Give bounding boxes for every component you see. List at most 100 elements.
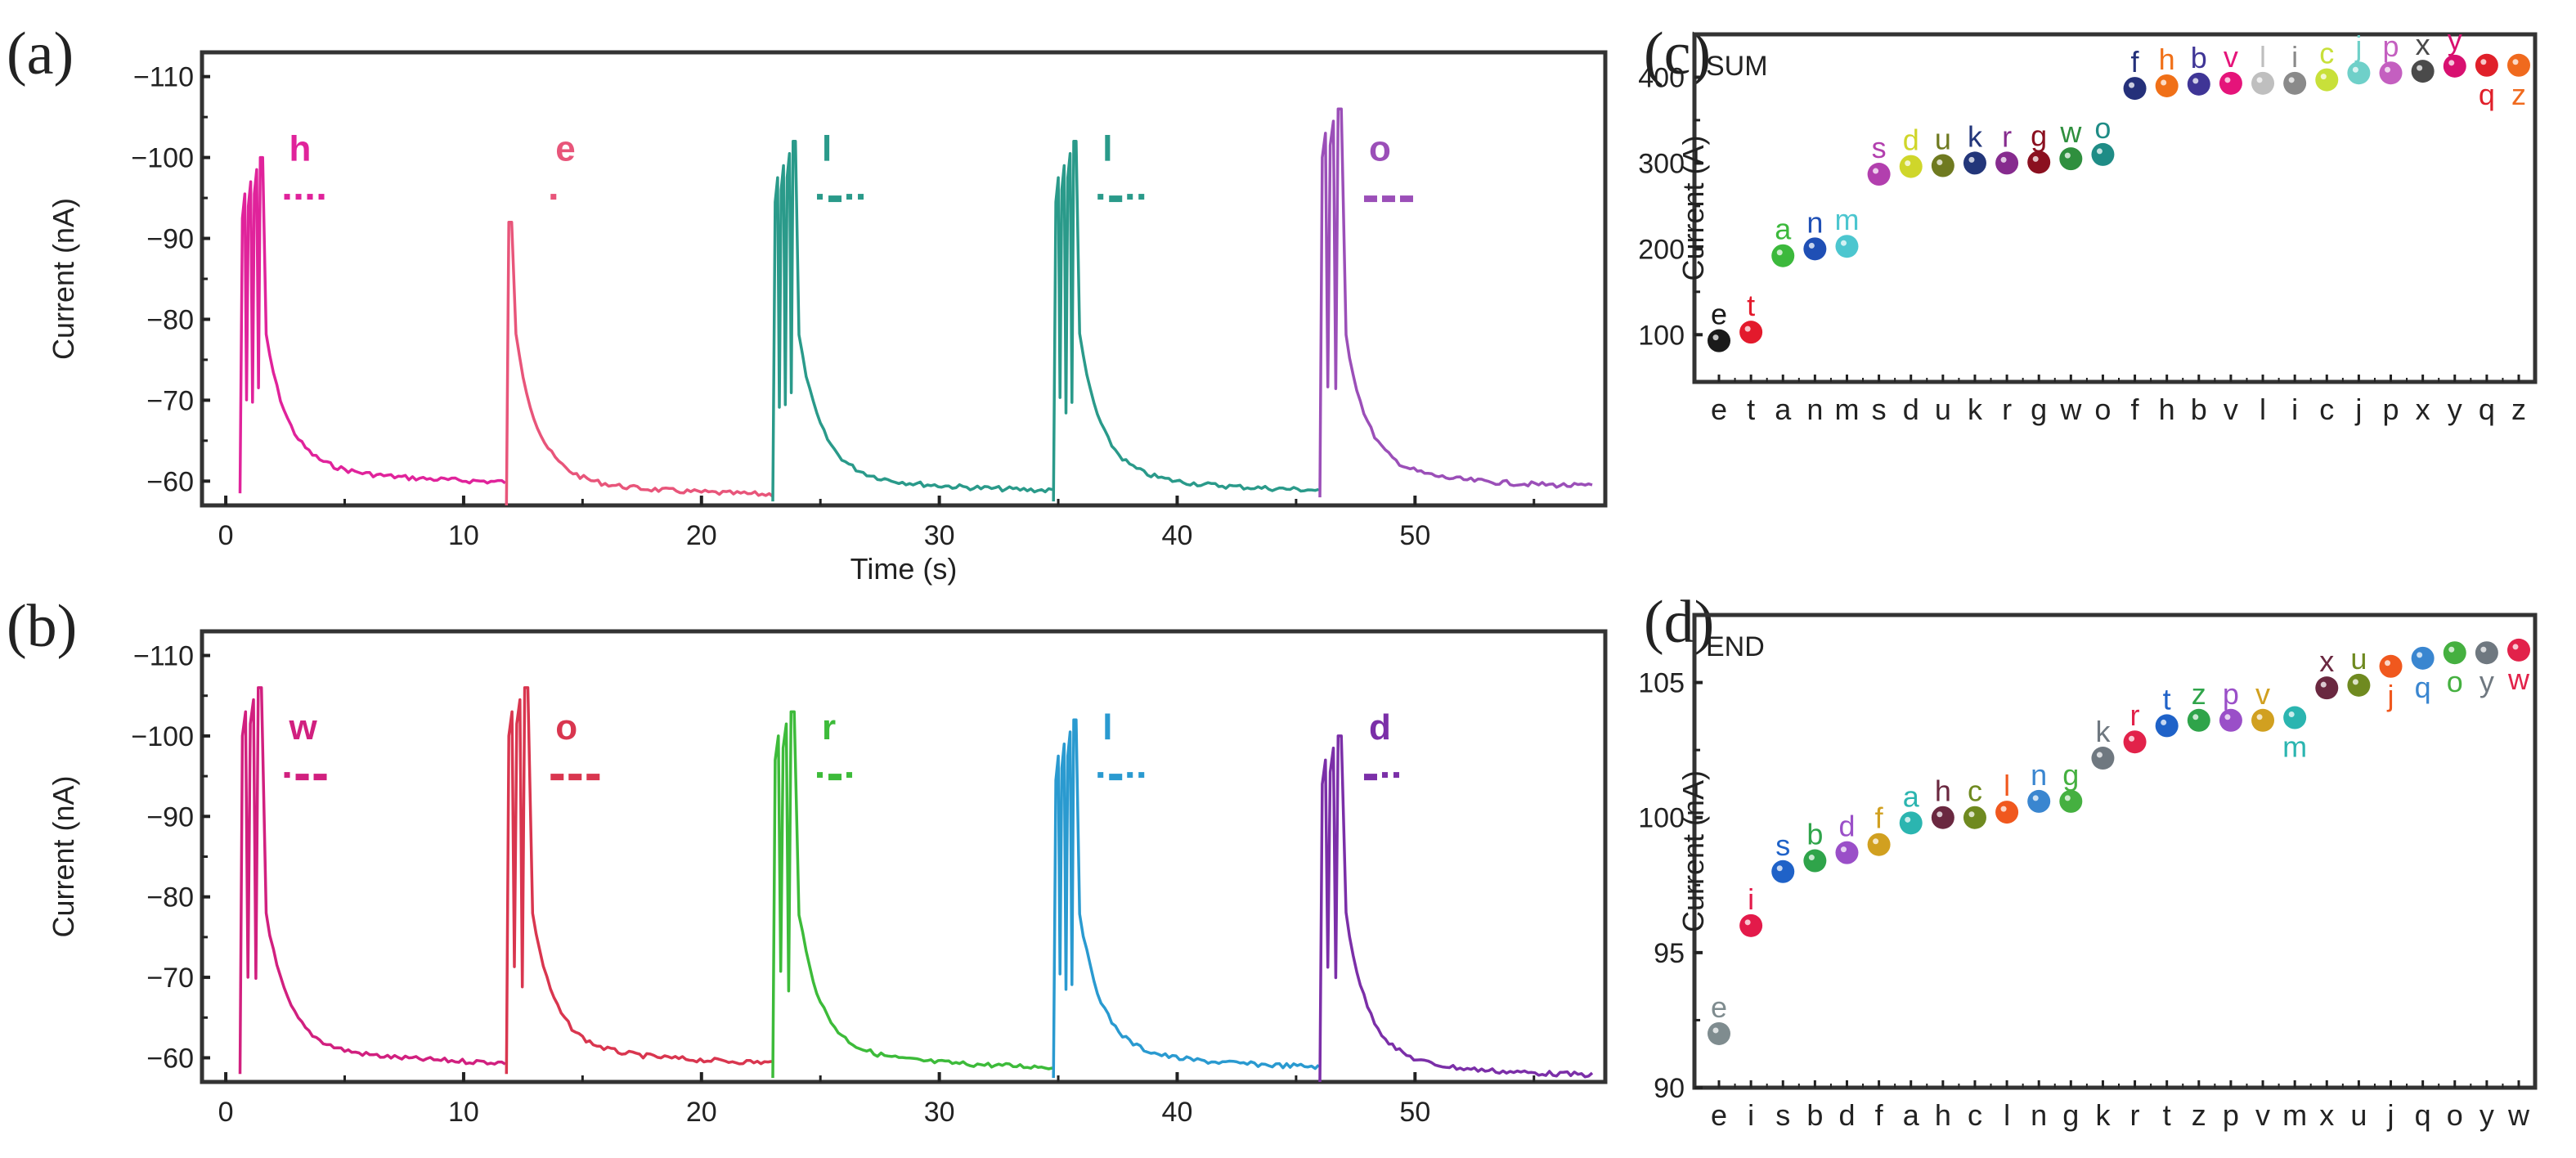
data-point-highlight xyxy=(1840,846,1847,853)
data-point-label: z xyxy=(2192,677,2206,711)
data-point-highlight xyxy=(2512,644,2519,650)
x-category-label: e xyxy=(1711,393,1727,426)
data-point-label: x xyxy=(2319,644,2334,678)
x-category-label: d xyxy=(1903,393,1919,426)
data-point-label: a xyxy=(1775,213,1792,246)
morse-dot xyxy=(318,194,325,200)
y-axis-label: Current (nA) xyxy=(47,775,80,937)
letter-label: l xyxy=(1102,707,1112,747)
data-point-label: u xyxy=(1935,123,1951,156)
morse-dash xyxy=(1363,774,1377,781)
y-tick-label: −80 xyxy=(146,304,194,335)
data-point-highlight xyxy=(2256,714,2263,720)
data-point-label: o xyxy=(2094,111,2111,145)
chart-panel-b: −60 −70 −80 −90 −100 −110 0 10 20 30 40 50 Current (… xyxy=(47,629,1608,1128)
data-point-highlight xyxy=(2480,59,2487,65)
data-point-highlight xyxy=(1873,168,1879,174)
panel-label-a: (a) xyxy=(7,20,74,88)
data-point-label: j xyxy=(2387,679,2394,712)
y-tick-label: 105 xyxy=(1638,668,1685,699)
data-point-j xyxy=(2347,61,2371,85)
data-point-highlight xyxy=(2064,795,2071,801)
data-point-p xyxy=(2379,61,2403,85)
data-point-highlight xyxy=(1840,240,1847,246)
data-point-label: p xyxy=(2223,677,2239,711)
data-point-w xyxy=(2059,147,2083,171)
data-point-x xyxy=(2315,676,2339,700)
data-point-n xyxy=(2027,789,2051,813)
x-category-label: q xyxy=(2479,393,2495,426)
data-point-highlight xyxy=(2032,155,2039,162)
y-tick-label: −90 xyxy=(146,224,194,255)
morse-dash xyxy=(313,774,327,781)
morse-dot xyxy=(1127,194,1133,200)
data-point-label: y xyxy=(2480,665,2494,698)
x-category-label: o xyxy=(2447,1098,2463,1132)
y-axis-label: Current (nA) xyxy=(1676,770,1710,932)
data-point-highlight xyxy=(1936,159,1943,166)
data-point-a xyxy=(1771,244,1795,267)
x-tick-label: 50 xyxy=(1399,520,1430,551)
y-tick-label: −110 xyxy=(133,62,194,93)
morse-dot xyxy=(1138,772,1145,779)
data-point-u xyxy=(2347,673,2371,697)
data-point-label: x xyxy=(2416,28,2430,61)
plot-frame xyxy=(1692,32,2538,384)
morse-dot xyxy=(858,194,864,200)
data-point-highlight xyxy=(2129,82,2135,88)
x-category-label: v xyxy=(2224,393,2238,426)
letter-label: w xyxy=(289,707,318,747)
x-category-label: u xyxy=(1935,393,1951,426)
x-category-label: k xyxy=(2095,1098,2111,1132)
x-category-label: l xyxy=(2004,1098,2010,1132)
x-category-label: c xyxy=(1968,1098,1982,1132)
data-point-label: s xyxy=(1872,131,1887,164)
x-tick-label: 0 xyxy=(218,1097,234,1128)
data-point-label: c xyxy=(2319,37,2334,70)
data-point-i xyxy=(1739,913,1763,937)
data-point-label: d xyxy=(1838,810,1855,843)
morse-dot xyxy=(817,772,824,779)
data-point-highlight xyxy=(1968,156,1975,163)
data-point-label: w xyxy=(2059,115,2082,149)
data-point-l xyxy=(1995,801,2019,824)
data-point-w xyxy=(2507,638,2530,662)
x-category-label: z xyxy=(2192,1098,2206,1132)
trace-r xyxy=(771,710,1053,1079)
letter-label: o xyxy=(1369,129,1391,169)
x-category-label: i xyxy=(1748,1098,1754,1132)
data-point-i xyxy=(2283,71,2307,95)
data-point-r xyxy=(2123,730,2147,754)
x-category-label: t xyxy=(2163,1098,2171,1132)
x-category-label: h xyxy=(1935,1098,1951,1132)
data-point-n xyxy=(1803,237,1827,261)
trace-l xyxy=(771,140,1053,502)
y-tick-label: −60 xyxy=(146,466,194,497)
x-category-label: h xyxy=(2159,393,2175,426)
x-category-label: p xyxy=(2383,393,2399,426)
morse-dot xyxy=(1393,772,1399,779)
x-tick-label: 20 xyxy=(686,520,717,551)
data-point-highlight xyxy=(2224,77,2231,83)
data-point-label: k xyxy=(1968,119,1983,153)
data-point-g xyxy=(2027,150,2051,174)
data-point-b xyxy=(2187,72,2210,96)
x-category-label: b xyxy=(1806,1098,1823,1132)
x-category-label: o xyxy=(2094,393,2111,426)
morse-dot xyxy=(284,772,290,779)
data-point-label: u xyxy=(2350,642,2367,676)
x-category-label: m xyxy=(2282,1098,2307,1132)
letter-label: l xyxy=(1102,129,1112,169)
x-tick-label: 10 xyxy=(448,1097,479,1128)
data-point-label: k xyxy=(2095,715,2111,748)
y-tick-label: −90 xyxy=(146,801,194,833)
data-point-label: q xyxy=(2415,671,2431,704)
data-point-d xyxy=(1899,155,1923,178)
trace-l xyxy=(1052,718,1320,1079)
x-category-label: j xyxy=(2387,1098,2394,1132)
y-tick-label: 100 xyxy=(1638,803,1685,834)
morse-dot xyxy=(846,772,853,779)
data-point-highlight xyxy=(1808,855,1815,861)
data-point-highlight xyxy=(1712,334,1719,341)
data-point-highlight xyxy=(2288,711,2295,718)
